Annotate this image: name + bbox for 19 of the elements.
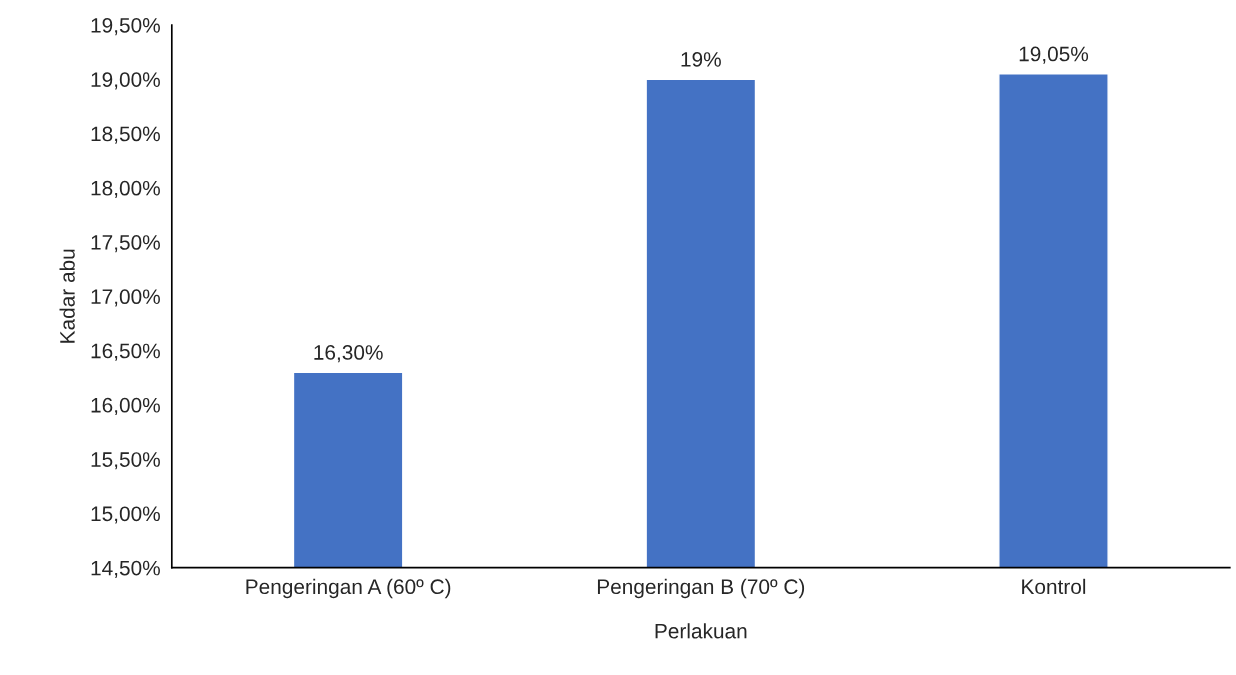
y-tick-label: 19,50% [91, 17, 160, 36]
x-tick-label: Kontrol [1022, 578, 1086, 595]
x-tick-label: Pengeringan A (60º C) [246, 578, 451, 599]
y-tick-label: 17,50% [91, 235, 160, 253]
y-tick-label: 18,50% [91, 126, 160, 144]
y-tick-label: 16,50% [91, 343, 160, 361]
y-tick-label: 16,00% [91, 397, 160, 416]
y-tick-label: 18,00% [91, 180, 160, 198]
data-label: 16,30% [314, 345, 383, 363]
y-tick-label: 14,50% [91, 560, 160, 578]
y-tick-label: 19,00% [91, 72, 160, 90]
data-label: 19,05% [1019, 46, 1089, 64]
y-tick-label: 15,00% [91, 506, 160, 524]
x-tick-label: Pengeringan B (70º C) [597, 578, 805, 599]
x-axis-title: Perlakuan [655, 623, 747, 639]
y-tick-label: 15,50% [91, 452, 160, 470]
y-axis-title: Kadar abu [59, 249, 75, 343]
y-tick-label: 17,00% [91, 289, 160, 307]
data-label: 19% [681, 52, 721, 67]
